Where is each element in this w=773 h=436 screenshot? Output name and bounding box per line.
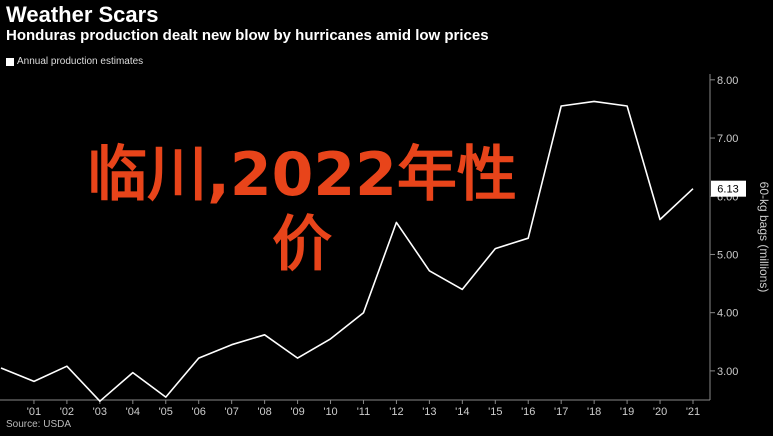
x-tick-label: '13 xyxy=(422,406,436,418)
overlay-text: 临川,2022年性 价 xyxy=(22,140,582,280)
x-tick-label: '16 xyxy=(521,406,535,418)
last-value-label: 6.13 xyxy=(717,184,738,196)
source-note: Source: USDA xyxy=(6,419,72,430)
y-tick-label: 5.00 xyxy=(717,249,738,261)
x-tick-label: '02 xyxy=(60,406,74,418)
chart-title: Weather Scars xyxy=(6,2,159,27)
legend: Annual production estimates xyxy=(6,56,143,67)
x-tick-label: '08 xyxy=(257,406,271,418)
last-value-box xyxy=(711,180,746,197)
x-tick-label: '10 xyxy=(323,406,337,418)
x-tick-label: '19 xyxy=(620,406,634,418)
x-tick-label: '17 xyxy=(554,406,568,418)
y-axis-title: 60-kg bags (millions) xyxy=(757,182,771,293)
x-tick-label: '12 xyxy=(389,406,403,418)
x-tick-label: '21 xyxy=(686,406,700,418)
x-tick-label: '15 xyxy=(488,406,502,418)
overlay-line-2: 价 xyxy=(272,210,332,280)
x-tick-label: '07 xyxy=(224,406,238,418)
x-tick-label: '01 xyxy=(27,406,41,418)
series-line xyxy=(0,100,694,403)
overlay-line-1: 临川,2022年性 xyxy=(87,140,517,210)
chart-subtitle: Honduras production dealt new blow by hu… xyxy=(6,27,489,44)
y-tick-label: 7.00 xyxy=(717,133,738,145)
y-tick-label: 3.00 xyxy=(717,366,738,378)
legend-label: Annual production estimates xyxy=(17,56,144,67)
x-tick-label: '03 xyxy=(93,406,107,418)
x-tick-label: '04 xyxy=(126,406,140,418)
x-tick-label: '18 xyxy=(587,406,601,418)
x-tick-label: '09 xyxy=(290,406,304,418)
x-tick-label: '06 xyxy=(192,406,206,418)
x-tick-label: '11 xyxy=(357,406,371,418)
y-tick-label: 4.00 xyxy=(717,308,738,320)
x-tick-label: '20 xyxy=(653,406,667,418)
x-tick-label: '14 xyxy=(455,406,469,418)
x-tick-label: '05 xyxy=(159,406,173,418)
y-tick-label: 8.00 xyxy=(717,75,738,87)
legend-swatch xyxy=(6,57,14,66)
